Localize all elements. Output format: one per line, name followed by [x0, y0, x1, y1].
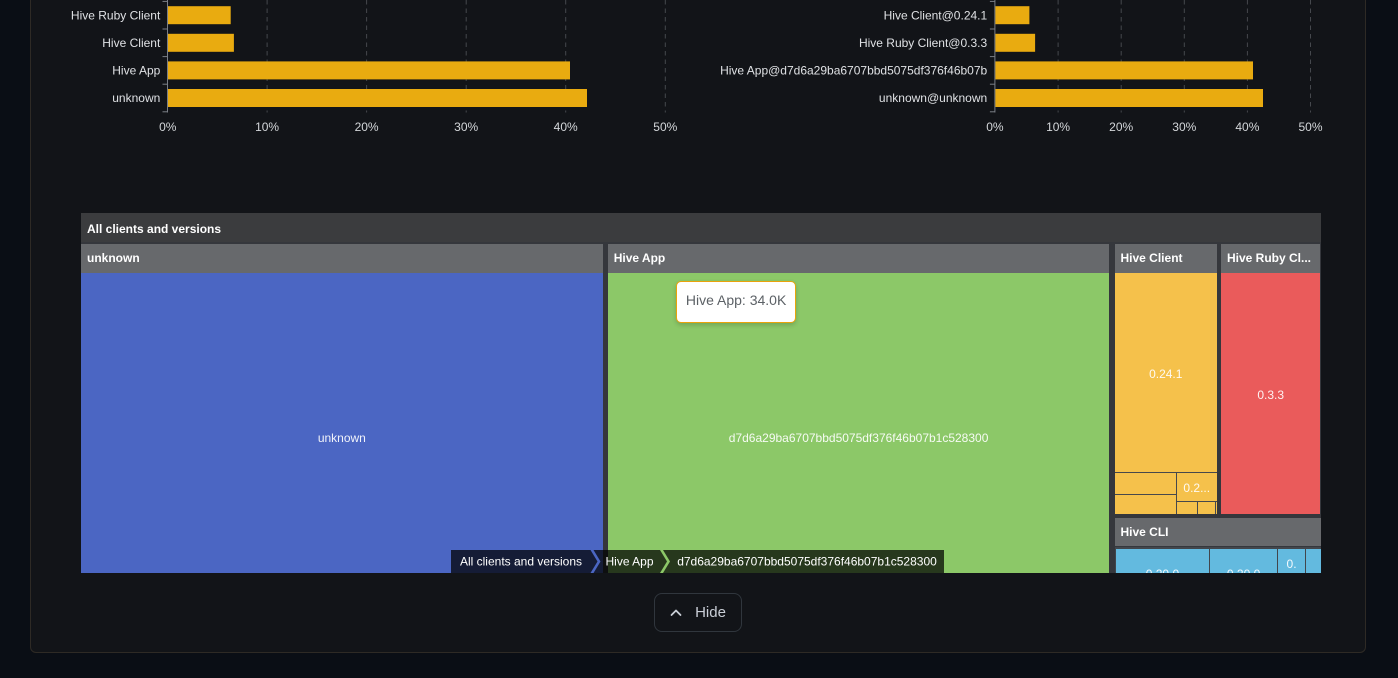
svg-text:Hive Client: Hive Client — [102, 36, 161, 50]
svg-text:30%: 30% — [454, 120, 478, 134]
svg-text:50%: 50% — [653, 120, 677, 134]
svg-text:All clients and versions: All clients and versions — [460, 554, 582, 568]
svg-text:Hive App@d7d6a29ba6707bbd5075d: Hive App@d7d6a29ba6707bbd5075df376f46b07… — [720, 64, 987, 78]
svg-text:40%: 40% — [554, 120, 578, 134]
svg-text:10%: 10% — [255, 120, 279, 134]
svg-text:Hive Ruby Client@0.3.3: Hive Ruby Client@0.3.3 — [859, 36, 988, 50]
svg-text:0%: 0% — [159, 120, 177, 134]
svg-text:unknown: unknown — [112, 91, 160, 105]
svg-text:Hive App: Hive App — [112, 64, 160, 78]
svg-text:20%: 20% — [1109, 120, 1133, 134]
svg-text:30%: 30% — [1172, 120, 1196, 134]
svg-text:unknown@unknown: unknown@unknown — [879, 91, 987, 105]
svg-text:50%: 50% — [1298, 120, 1322, 134]
svg-text:d7d6a29ba6707bbd5075df376f46b0: d7d6a29ba6707bbd5075df376f46b07b1c528300 — [677, 554, 937, 568]
svg-text:Hive App: Hive App — [605, 554, 653, 568]
svg-text:40%: 40% — [1235, 120, 1259, 134]
svg-text:0%: 0% — [986, 120, 1004, 134]
svg-text:20%: 20% — [355, 120, 379, 134]
svg-text:10%: 10% — [1046, 120, 1070, 134]
svg-text:Hive Client@0.24.1: Hive Client@0.24.1 — [884, 8, 988, 22]
svg-text:Hive Ruby Client: Hive Ruby Client — [71, 8, 161, 22]
